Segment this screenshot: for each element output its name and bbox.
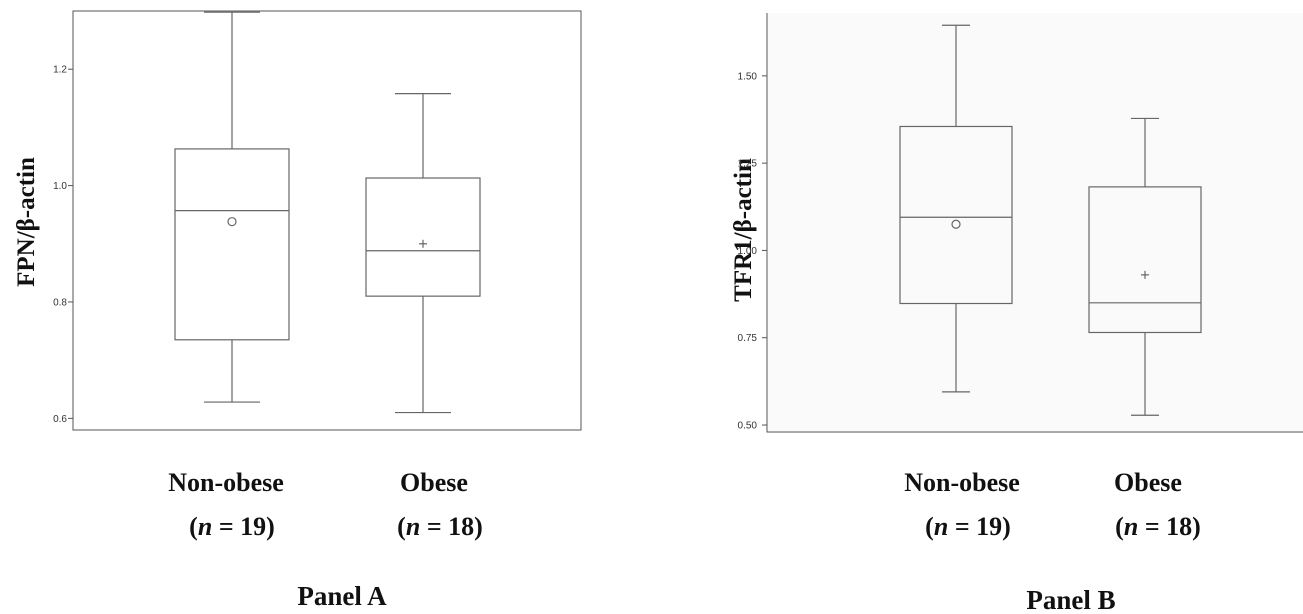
iqr-box — [899, 125, 1013, 305]
panel-b-axes — [766, 13, 1303, 433]
panel-b-category-label-obese: Obese — [1114, 468, 1182, 497]
panel-b-n-label-obese: (n = 18) — [1115, 512, 1201, 541]
iqr-box — [1088, 186, 1202, 334]
iqr-box — [365, 177, 481, 297]
mean-marker-circle — [951, 219, 961, 229]
panel-a-category-label-non-obese: Non-obese — [168, 468, 284, 497]
panel-a-boxes — [174, 11, 481, 414]
panel-a-y-tick-label: 0.6 — [53, 414, 67, 425]
panel-a-y-tick-label: 1.2 — [53, 65, 67, 76]
panel-b-y-tick-label: 1.25 — [738, 159, 758, 170]
panel-b: TFR1/β-actin 0.50 0.75 1.00 1.25 1.50 Non-ob… — [730, 13, 1303, 614]
panel-b-box-non-obese — [899, 24, 1013, 393]
panel-a-plot-frame — [72, 10, 582, 431]
panel-b-y-ticks: 0.50 0.75 1.00 1.25 1.50 — [738, 71, 767, 432]
panel-b-category-label-non-obese: Non-obese — [904, 468, 1020, 497]
mean-marker-circle — [227, 217, 237, 227]
panel-a-category-label-obese: Obese — [400, 468, 468, 497]
panel-a-y-tick-label: 0.8 — [53, 297, 67, 308]
panel-a-y-axis-label: FPN/β-actin — [13, 157, 40, 287]
panel-b-y-axis-label: TFR1/β-actin — [730, 158, 757, 302]
panel-a-y-tick-label: 1.0 — [53, 181, 67, 192]
panel-b-plot-background — [768, 13, 1303, 431]
panel-a-n-label-obese: (n = 18) — [397, 512, 483, 541]
panel-a-y-ticks: 0.6 0.8 1.0 1.2 — [53, 65, 73, 425]
panel-b-y-tick-label: 1.00 — [738, 246, 758, 257]
panel-a: FPN/β-actin 0.6 0.8 1.0 1.2 Non-obese (n = … — [13, 10, 582, 611]
panel-b-y-tick-label: 1.50 — [738, 71, 758, 82]
panel-b-label: Panel B — [1026, 585, 1115, 614]
panel-a-box-obese — [365, 93, 481, 414]
panel-a-box-non-obese — [174, 11, 290, 403]
panel-b-y-tick-label: 0.50 — [738, 421, 758, 432]
iqr-box — [174, 148, 290, 341]
panel-b-n-label-non-obese: (n = 19) — [925, 512, 1011, 541]
panel-b-box-obese — [1088, 117, 1202, 416]
panel-a-label: Panel A — [297, 581, 387, 611]
panel-a-n-label-non-obese: (n = 19) — [189, 512, 275, 541]
panel-b-boxes — [899, 24, 1202, 416]
panel-b-y-tick-label: 0.75 — [738, 333, 758, 344]
